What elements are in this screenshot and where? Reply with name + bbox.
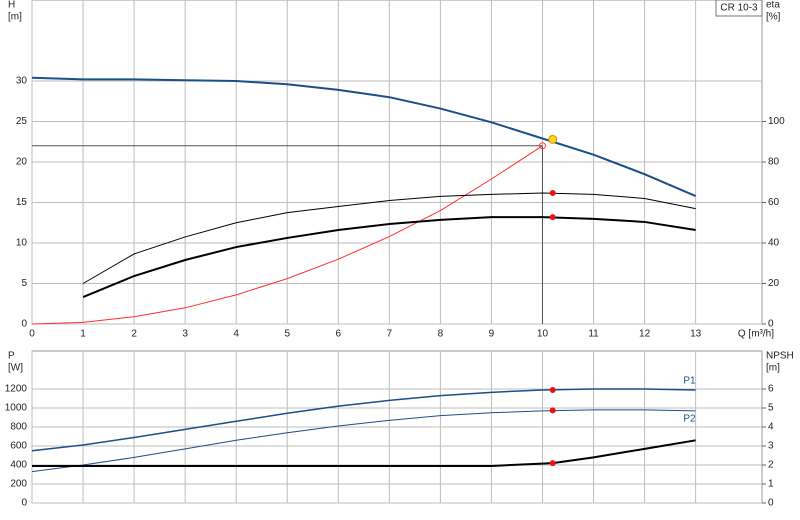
y-tick-label: 1200 [5, 384, 28, 395]
y-tick-label: 10 [16, 238, 28, 249]
y-axis-label: H [8, 0, 15, 11]
x-tick-label: 6 [336, 329, 342, 340]
y-tick-label: 20 [16, 157, 28, 168]
curve [31, 409, 696, 473]
x-tick-label: 3 [182, 329, 188, 340]
x-tick-label: 13 [690, 329, 702, 340]
y2-tick-label: 60 [768, 197, 780, 208]
curve [82, 216, 696, 298]
y-tick-label: 1000 [5, 403, 28, 414]
model-label: CR 10-3 [720, 3, 758, 14]
x-tick-label: 5 [284, 329, 290, 340]
x-tick-label: 2 [131, 329, 137, 340]
y-tick-label: 800 [10, 422, 27, 433]
y-tick-label: 200 [10, 479, 27, 490]
x-tick-label: 7 [387, 329, 393, 340]
y2-tick-label: 6 [768, 384, 774, 395]
operating-point [549, 189, 556, 196]
y-tick-label: 30 [16, 76, 28, 87]
y-axis-label: P [8, 351, 15, 362]
y2-tick-label: 80 [768, 157, 780, 168]
y2-tick-label: 4 [768, 422, 774, 433]
y-tick-label: 600 [10, 441, 27, 452]
y2-tick-label: 3 [768, 441, 774, 452]
curve [32, 439, 696, 467]
y-axis-unit: [W] [8, 363, 23, 374]
y-tick-label: 0 [21, 319, 27, 330]
reference-point [538, 142, 546, 150]
y-tick-label: 25 [16, 116, 28, 127]
y2-axis-unit: [%] [766, 12, 781, 23]
y2-axis-unit: [m] [766, 363, 780, 374]
y-axis-unit: [m] [8, 12, 22, 23]
y-tick-label: 400 [10, 460, 27, 471]
curve [31, 76, 697, 197]
curve [82, 192, 696, 284]
y2-tick-label: 5 [768, 403, 774, 414]
y2-tick-label: 40 [768, 238, 780, 249]
x-tick-label: 10 [537, 329, 549, 340]
y2-tick-label: 0 [768, 498, 774, 509]
y2-tick-label: 0 [768, 319, 774, 330]
y2-tick-label: 2 [768, 460, 774, 471]
operating-point [549, 386, 556, 393]
x-tick-label: 4 [233, 329, 239, 340]
operating-point [549, 407, 556, 414]
x-tick-label: 8 [438, 329, 444, 340]
y2-tick-label: 100 [768, 116, 785, 127]
y2-tick-label: 20 [768, 278, 780, 289]
x-tick-label: 12 [639, 329, 651, 340]
curve-label: P1 [683, 376, 696, 387]
curve-label: P2 [683, 413, 696, 424]
x-tick-label: 0 [29, 329, 35, 340]
x-tick-label: 1 [80, 329, 86, 340]
y2-tick-label: 1 [768, 479, 774, 490]
y-tick-label: 15 [16, 197, 28, 208]
operating-point [549, 214, 556, 221]
x-tick-label: 9 [489, 329, 495, 340]
y-tick-label: 0 [21, 498, 27, 509]
y-tick-label: 5 [21, 278, 27, 289]
operating-point [549, 460, 556, 467]
y2-axis-label: NPSH [766, 351, 794, 362]
operating-point [548, 134, 558, 144]
x-axis-label: Q [m³/h] [738, 329, 774, 340]
curve [31, 388, 696, 452]
y2-axis-label: eta [766, 0, 780, 11]
model-box [715, 0, 763, 17]
x-tick-label: 11 [588, 329, 599, 340]
curve [31, 145, 543, 325]
